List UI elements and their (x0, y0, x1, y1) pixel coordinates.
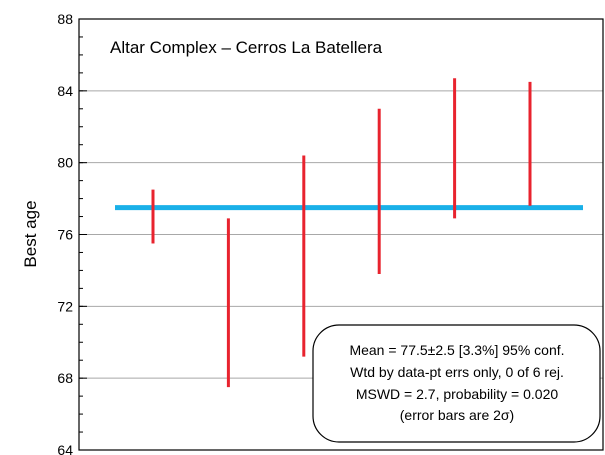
y-tick-labels: 64 68 72 76 80 84 88 (57, 11, 73, 455)
stats-box-frame (312, 324, 601, 443)
stats-mswd-line: MSWD = 2.7, probability = 0.020 (356, 386, 559, 402)
y-tick-label: 64 (57, 442, 73, 455)
y-tick-label: 76 (57, 227, 73, 243)
y-tick-label: 84 (57, 83, 73, 99)
y-tick-label: 80 (57, 155, 73, 171)
y-tick-label: 72 (57, 298, 73, 314)
y-tick-label: 88 (57, 11, 73, 27)
plot-frame (78, 18, 604, 451)
chart-title: Altar Complex – Cerros La Batellera (110, 38, 383, 57)
y-axis-title: Best age (21, 200, 40, 267)
y-tick-label: 68 (57, 370, 73, 386)
stats-weighting-line: Wtd by data-pt errs only, 0 of 6 rej. (350, 364, 564, 380)
error-bars (151, 78, 532, 388)
stats-mean-line: Mean = 77.5±2.5 [3.3%] 95% conf. (349, 342, 564, 358)
stats-box: Mean = 77.5±2.5 [3.3%] 95% conf. Wtd by … (312, 324, 601, 443)
y-axis-ticks (79, 18, 87, 451)
stats-errorbar-note: (error bars are 2σ) (400, 407, 514, 423)
